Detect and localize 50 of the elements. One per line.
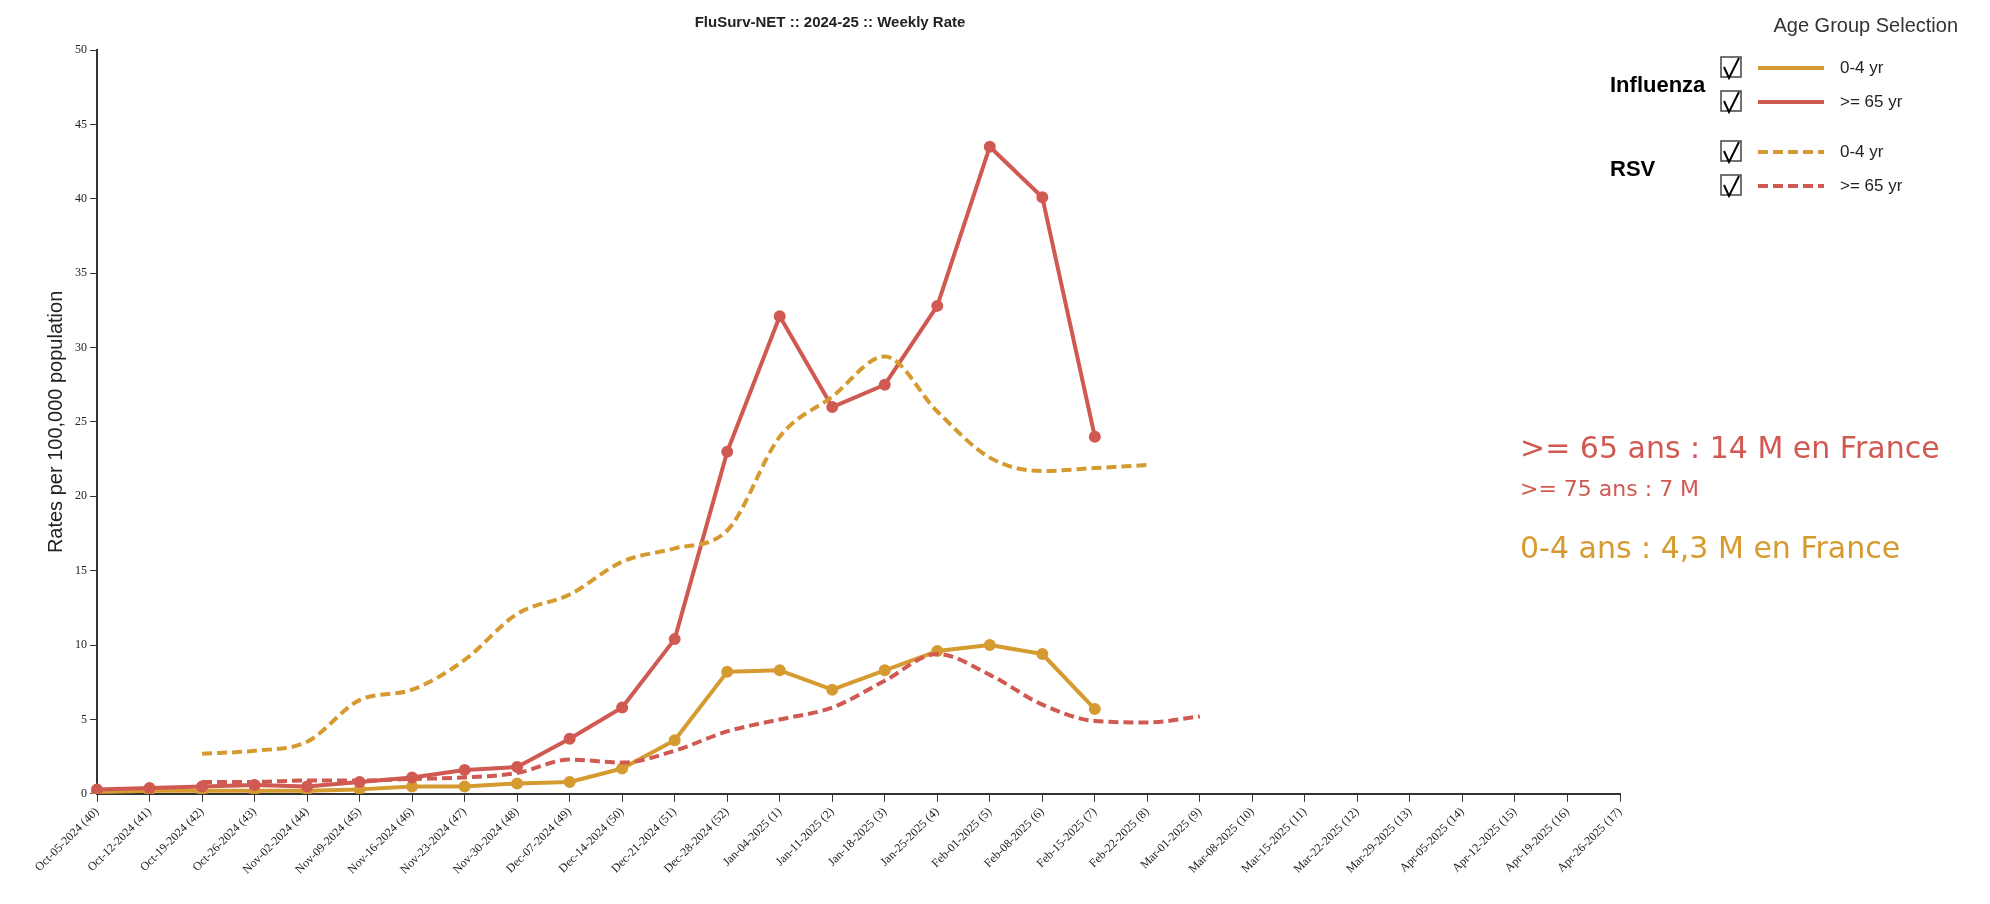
legend-label: 0-4 yr	[1840, 58, 1884, 78]
y-tick-label: 35	[75, 265, 87, 280]
point	[511, 761, 524, 774]
y-tick-label: 20	[75, 488, 87, 503]
point	[773, 310, 786, 323]
point	[721, 665, 734, 678]
y-tick-label: 5	[81, 711, 87, 726]
y-tick-label: 50	[75, 42, 87, 57]
point	[458, 780, 471, 793]
legend-label: 0-4 yr	[1840, 142, 1884, 162]
point	[563, 775, 576, 788]
point	[196, 780, 209, 793]
point	[616, 762, 629, 775]
point	[878, 664, 891, 677]
point	[1036, 648, 1049, 660]
y-tick-label: 30	[75, 339, 87, 354]
point	[826, 683, 839, 696]
legend-label: >= 65 yr	[1840, 92, 1903, 112]
y-tick-label: 15	[75, 562, 87, 577]
point	[983, 639, 996, 652]
point	[1088, 430, 1101, 443]
point	[773, 664, 786, 677]
point	[458, 764, 471, 777]
y-tick-label: 25	[75, 414, 87, 429]
point	[1088, 703, 1101, 716]
point	[721, 445, 734, 458]
y-tick-label: 0	[81, 786, 87, 800]
chart-title: FluSurv-NET :: 2024-25 :: Weekly Rate	[694, 13, 966, 31]
annotation: >= 65 ans : 14 M en France	[1520, 430, 1940, 465]
y-tick-label: 45	[75, 116, 87, 131]
annotation: RSV	[1610, 156, 1657, 182]
point	[668, 734, 681, 747]
y-tick-label: 40	[75, 190, 87, 205]
point	[878, 378, 891, 391]
annotation: Influenza	[1610, 72, 1707, 98]
point	[826, 401, 839, 414]
point	[1036, 191, 1049, 204]
legend-title: Age Group Selection	[1772, 14, 1958, 37]
y-axis-title: Rates per 100,000 population	[43, 290, 66, 554]
point	[983, 140, 996, 153]
point	[511, 777, 524, 790]
annotation: >= 75 ans : 7 M	[1520, 476, 1700, 501]
point	[931, 299, 944, 312]
point	[668, 633, 681, 646]
point	[616, 701, 629, 714]
point	[301, 780, 314, 793]
legend-label: >= 65 yr	[1840, 176, 1903, 196]
point	[563, 732, 576, 745]
y-tick-label: 10	[75, 637, 87, 652]
annotation: 0-4 ans : 4,3 M en France	[1520, 530, 1901, 565]
